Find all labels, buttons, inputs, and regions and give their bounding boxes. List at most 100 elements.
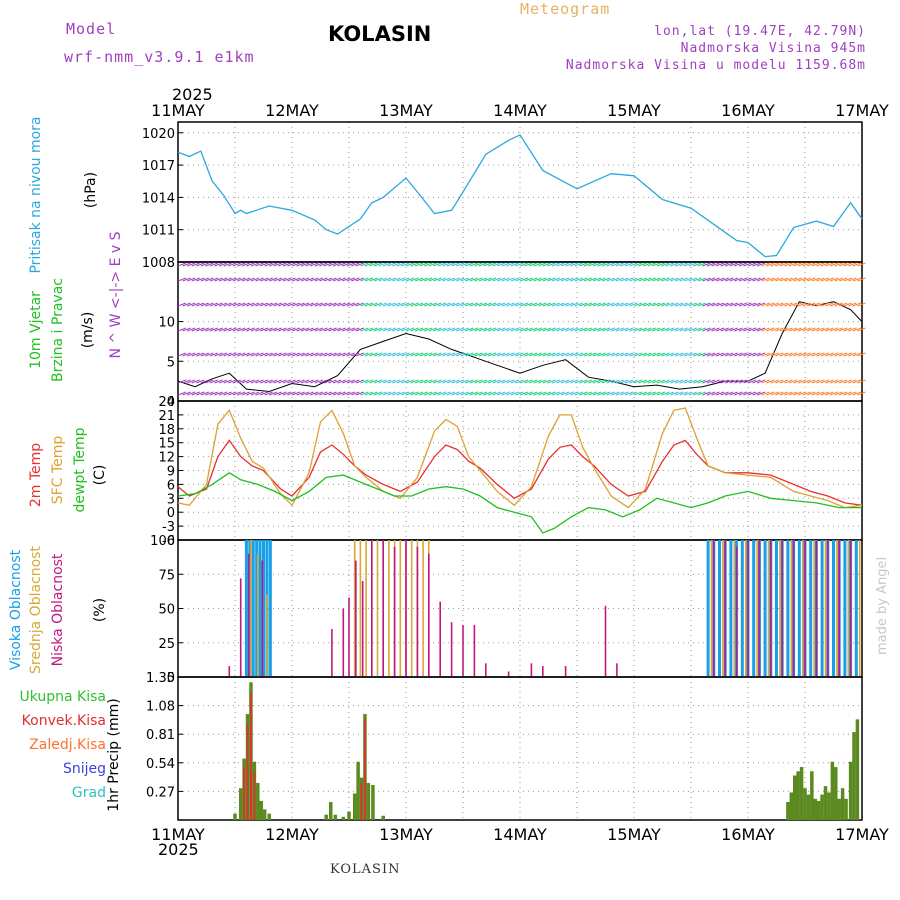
wind-barb bbox=[351, 379, 360, 384]
wind-barb bbox=[775, 352, 784, 357]
bar-niska-oblacnost bbox=[507, 671, 510, 677]
wind-barb bbox=[779, 352, 789, 357]
wind-barb bbox=[214, 277, 223, 282]
bar-visoka-oblacnost bbox=[262, 540, 265, 677]
wind-barb bbox=[652, 302, 661, 307]
wind-barb bbox=[341, 302, 351, 307]
wind-barb bbox=[852, 277, 862, 282]
wind-barb bbox=[743, 379, 752, 384]
wind-barb bbox=[227, 391, 237, 396]
wind-barb bbox=[355, 262, 365, 267]
wind-barb bbox=[478, 379, 488, 384]
wind-barb bbox=[328, 379, 337, 384]
wind-barb bbox=[501, 262, 510, 267]
bar-ukupna-kisa bbox=[816, 800, 821, 820]
wind-barb bbox=[191, 262, 200, 267]
wind-barb bbox=[255, 277, 264, 282]
wind-barb bbox=[519, 277, 529, 282]
wind-barb bbox=[319, 352, 328, 357]
y-tick-label: 75 bbox=[158, 568, 175, 583]
wind-barb bbox=[688, 391, 697, 396]
wind-barb bbox=[182, 379, 191, 384]
wind-barb bbox=[811, 391, 821, 396]
wind-barb bbox=[396, 302, 406, 307]
wind-barb bbox=[656, 302, 665, 307]
wind-barb bbox=[437, 327, 447, 332]
wind-barb bbox=[683, 352, 693, 357]
wind-barb bbox=[451, 379, 460, 384]
bar-ukupna-kisa bbox=[844, 798, 848, 820]
wind-barb bbox=[761, 352, 770, 357]
wind-barb bbox=[556, 352, 565, 357]
wind-barb bbox=[474, 327, 483, 332]
wind-barb bbox=[734, 352, 743, 357]
wind-barb bbox=[282, 262, 292, 267]
bar-niska-oblacnost bbox=[247, 553, 250, 677]
wind-barb bbox=[269, 262, 278, 267]
wind-barb bbox=[259, 327, 269, 332]
wind-barb bbox=[538, 262, 547, 267]
wind-barb bbox=[533, 379, 542, 384]
wind-barb bbox=[300, 262, 310, 267]
bar-ukupna-kisa bbox=[238, 788, 243, 820]
wind-barb bbox=[825, 302, 834, 307]
wind-barb bbox=[392, 262, 401, 267]
wind-barb bbox=[834, 262, 843, 267]
bar-ukupna-kisa bbox=[855, 719, 860, 820]
bar-srednja-oblacnost bbox=[722, 540, 724, 677]
wind-barb bbox=[278, 302, 287, 307]
wind-barb bbox=[341, 379, 351, 384]
wind-barb bbox=[665, 262, 675, 267]
wind-barb bbox=[588, 262, 597, 267]
wind-barb bbox=[483, 302, 492, 307]
wind-barb bbox=[811, 277, 821, 282]
wind-barb bbox=[857, 379, 866, 384]
bar-niska-oblacnost bbox=[439, 601, 441, 677]
wind-barb bbox=[652, 379, 661, 384]
wind-barb bbox=[569, 262, 579, 267]
y-tick-label: 0 bbox=[167, 395, 175, 410]
bar-srednja-oblacnost bbox=[824, 540, 827, 677]
wind-barb bbox=[857, 391, 866, 396]
wind-barb bbox=[615, 277, 624, 282]
wind-barb bbox=[597, 302, 606, 307]
wind-barb bbox=[378, 352, 387, 357]
bar-ukupna-kisa bbox=[796, 771, 800, 820]
wind-barb bbox=[725, 262, 734, 267]
wind-barb bbox=[693, 302, 702, 307]
wind-barb bbox=[269, 277, 278, 282]
wind-barb bbox=[510, 379, 520, 384]
wind-barb bbox=[383, 391, 392, 396]
wind-barb bbox=[825, 262, 834, 267]
wind-barb bbox=[373, 379, 383, 384]
wind-barb bbox=[674, 277, 684, 282]
wind-barb bbox=[419, 327, 428, 332]
bar-visoka-oblacnost bbox=[752, 540, 756, 677]
wind-barb bbox=[829, 277, 839, 282]
wind-barb bbox=[547, 379, 556, 384]
wind-barb bbox=[214, 352, 223, 357]
wind-barb bbox=[264, 327, 273, 332]
wind-barb bbox=[565, 352, 574, 357]
wind-barb bbox=[642, 391, 652, 396]
wind-barb bbox=[761, 277, 770, 282]
wind-barb bbox=[848, 352, 857, 357]
wind-barb bbox=[784, 327, 793, 332]
wind-barb bbox=[533, 277, 542, 282]
wind-barb bbox=[606, 302, 615, 307]
wind-barb bbox=[191, 352, 200, 357]
wind-barb bbox=[433, 277, 442, 282]
wind-barb bbox=[775, 391, 784, 396]
wind-barb bbox=[515, 391, 524, 396]
wind-barb bbox=[332, 262, 342, 267]
wind-barb bbox=[487, 391, 497, 396]
wind-barb bbox=[177, 327, 187, 332]
bar-niska-oblacnost bbox=[450, 622, 453, 677]
wind-barb bbox=[752, 302, 761, 307]
bar-visoka-oblacnost bbox=[775, 540, 778, 677]
wind-barb bbox=[250, 379, 260, 384]
wind-barb bbox=[186, 262, 196, 267]
bar-ukupna-kisa bbox=[789, 792, 794, 820]
wind-barb bbox=[291, 379, 301, 384]
wind-barb bbox=[410, 391, 419, 396]
